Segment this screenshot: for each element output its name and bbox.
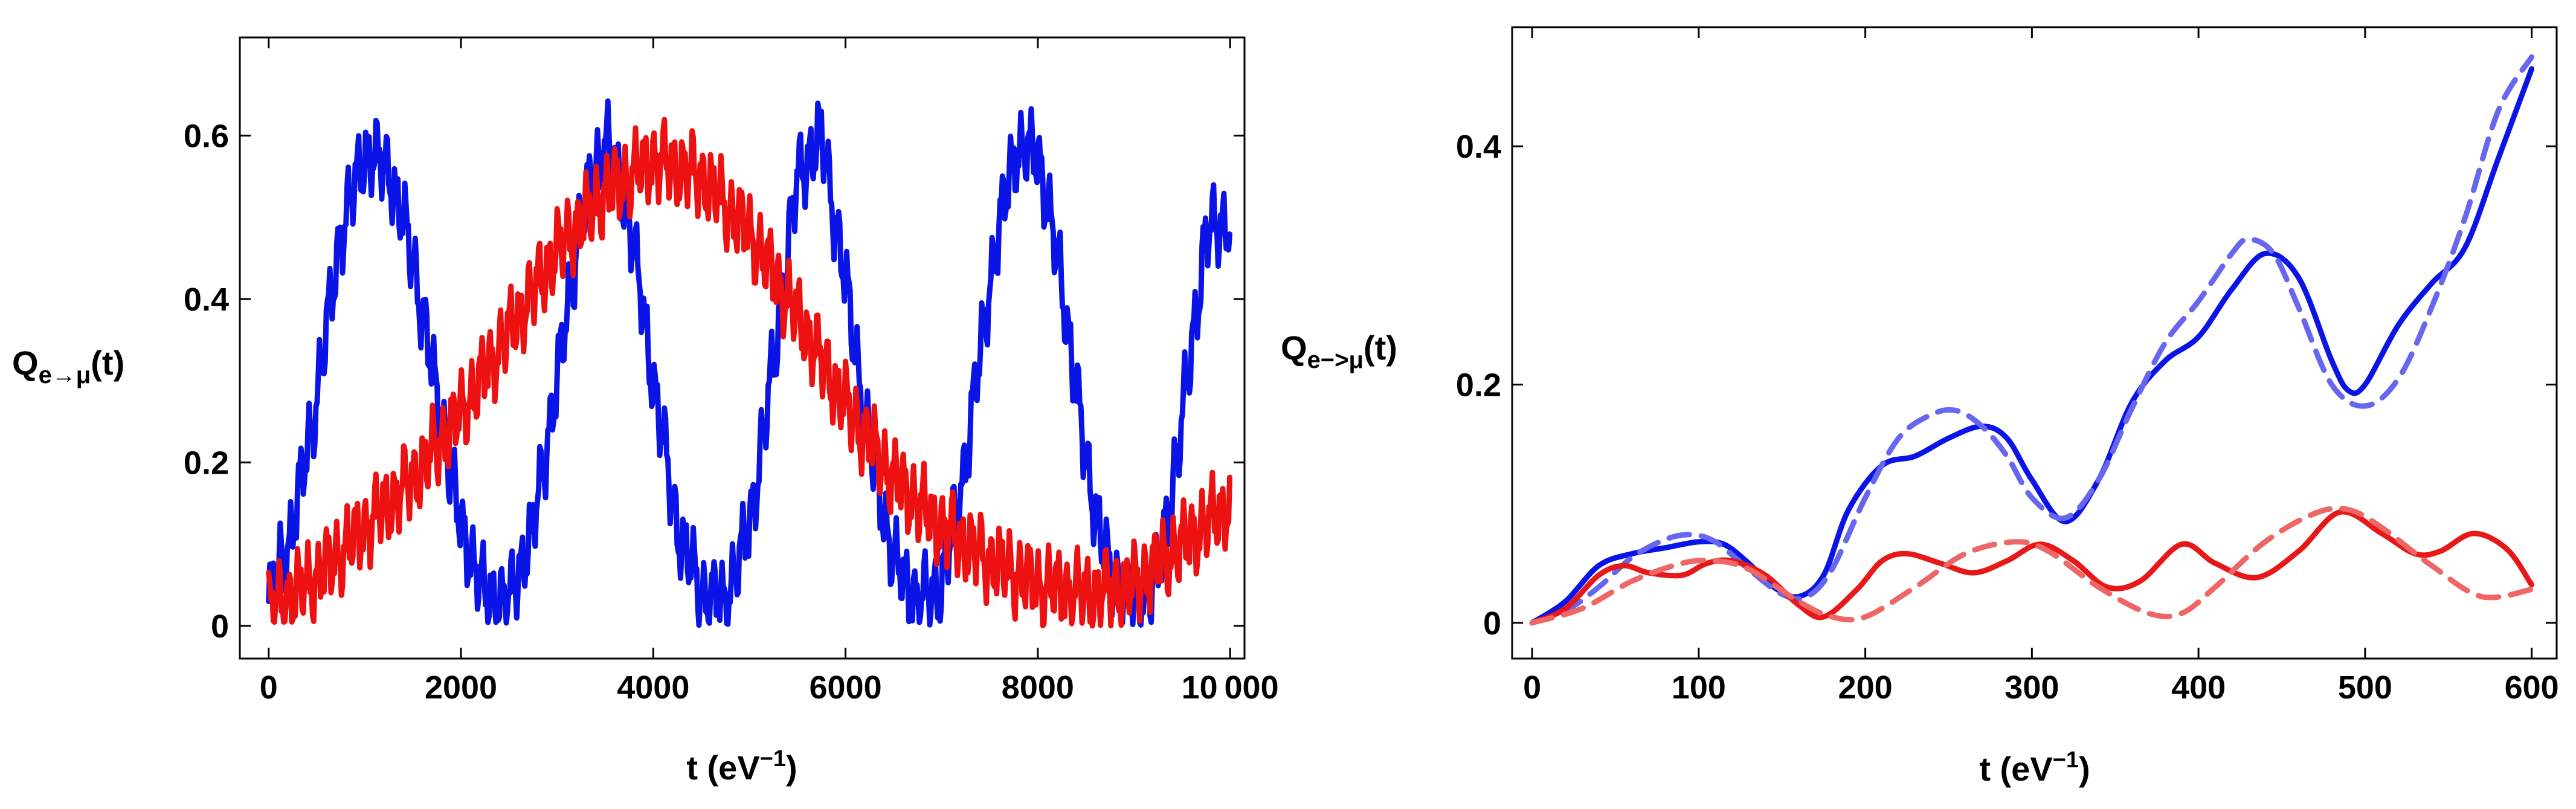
left-y-tick-label: 0.4 [184,282,229,318]
left-x-tick-label: 2000 [425,669,497,706]
right-plot-frame [1511,26,2558,660]
right-series-red-solid [1529,509,2535,626]
left-series-red [266,117,1232,629]
right-x-tick-label: 200 [1838,669,1893,706]
right-y-axis-label: Qe−>μ(t) [1281,329,1397,373]
left-x-tick-label: 0 [260,669,278,706]
left-x-tick-label: 4000 [617,669,689,706]
right-x-tick-label: 0 [1523,669,1541,706]
right-x-tick-label: 400 [2171,669,2226,706]
right-ticks: 0 100 200 300 400 500 600 0 0.2 0.4 [1456,27,2559,706]
left-series-blue [266,98,1232,628]
left-x-axis-label: t (eV−1) [686,746,797,787]
left-y-tick-label: 0.6 [184,118,229,154]
right-series-blue-dashed [1529,54,2535,626]
right-x-tick-label: 100 [1672,669,1726,706]
right-chart-panel: 0 100 200 300 400 500 600 0 0.2 0.4 Qe−>μ(t) t (e… [1281,26,2559,788]
left-x-tick-label: 6000 [810,669,882,706]
left-chart-panel: 0 2000 4000 6000 8000 10 000 0 0.2 0.4 0.6 Qe→μ(t… [12,36,1279,787]
right-y-tick-label: 0.2 [1456,367,1501,404]
right-x-tick-label: 600 [2505,669,2559,706]
right-series [1529,54,2535,626]
right-y-tick-label: 0.4 [1456,129,1501,165]
right-x-tick-label: 500 [2338,669,2392,706]
left-x-tick-label: 10 000 [1182,669,1279,706]
left-y-tick-label: 0.2 [184,445,229,481]
right-series-blue-solid [1529,66,2535,626]
left-series [266,98,1232,629]
left-y-axis-label: Qe→μ(t) [12,344,124,388]
left-plot-frame [239,36,1246,660]
right-series-red-dashed [1529,505,2535,626]
left-ticks: 0 2000 4000 6000 8000 10 000 0 0.2 0.4 0.6 [184,37,1279,706]
right-y-tick-label: 0 [1483,605,1501,642]
right-x-axis-label: t (eV−1) [1979,747,2090,788]
left-y-tick-label: 0 [211,608,229,645]
right-x-tick-label: 300 [2004,669,2059,706]
left-x-tick-label: 8000 [1002,669,1074,706]
